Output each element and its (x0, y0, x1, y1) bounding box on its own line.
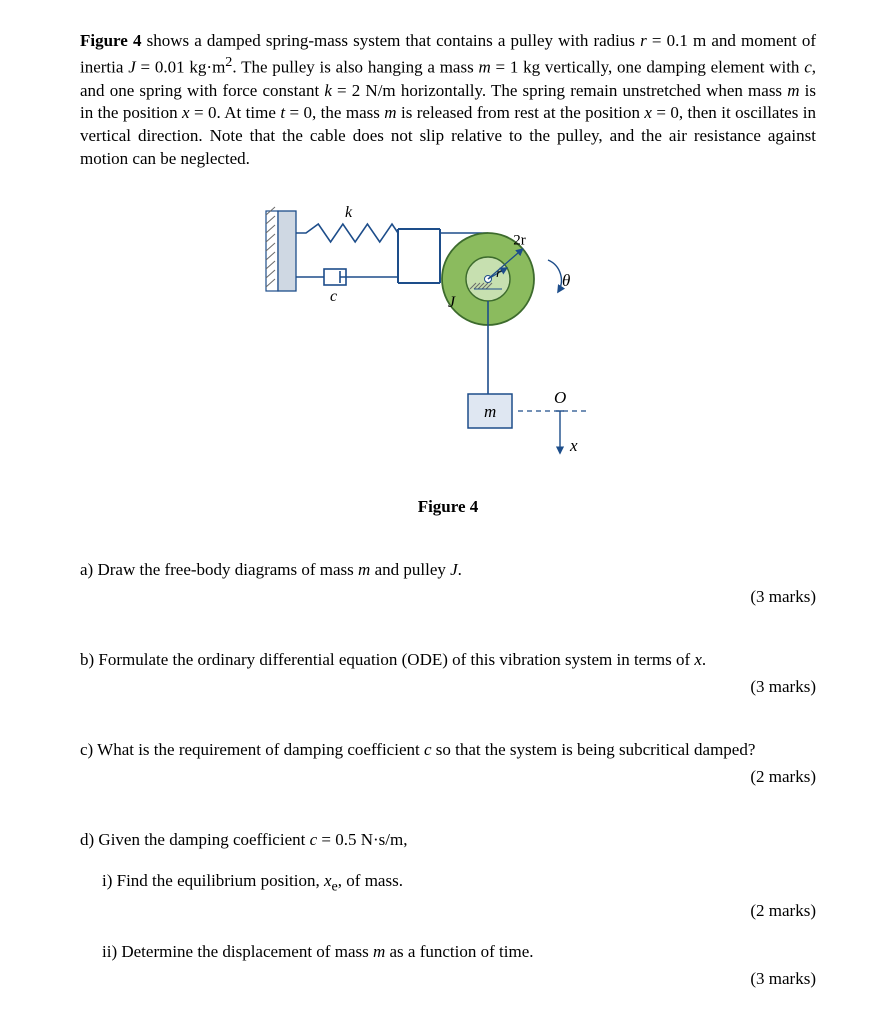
question-b-text: b) Formulate the ordinary differential e… (80, 649, 816, 672)
figure-caption: Figure 4 (80, 496, 816, 519)
svg-text:2r: 2r (513, 233, 526, 249)
question-b: b) Formulate the ordinary differential e… (80, 649, 816, 699)
question-d-i-text: i) Find the equilibrium position, xe, of… (102, 870, 816, 897)
question-d-ii-text: ii) Determine the displacement of mass m… (102, 941, 816, 964)
svg-text:θ: θ (562, 271, 570, 290)
svg-text:O: O (554, 388, 566, 407)
question-d-text: d) Given the damping coefficient c = 0.5… (80, 829, 816, 852)
svg-text:J: J (448, 294, 456, 311)
question-c-marks: (2 marks) (80, 766, 816, 789)
svg-text:m: m (484, 402, 496, 421)
question-d-ii: ii) Determine the displacement of mass m… (102, 941, 816, 991)
question-a: a) Draw the free-body diagrams of mass m… (80, 559, 816, 609)
question-d-i-marks: (2 marks) (102, 900, 816, 923)
svg-text:k: k (345, 204, 353, 221)
intro-paragraph: Figure 4 shows a damped spring-mass syst… (80, 30, 816, 171)
svg-text:c: c (330, 288, 337, 305)
question-c-text: c) What is the requirement of damping co… (80, 739, 816, 762)
question-b-marks: (3 marks) (80, 676, 816, 699)
question-a-marks: (3 marks) (80, 586, 816, 609)
svg-text:x: x (569, 436, 578, 455)
figure-4: kcJr2rθmOx Figure 4 (80, 179, 816, 519)
figure-svg: kcJr2rθmOx (258, 179, 638, 479)
question-d: d) Given the damping coefficient c = 0.5… (80, 829, 816, 991)
question-c: c) What is the requirement of damping co… (80, 739, 816, 789)
question-d-ii-marks: (3 marks) (102, 968, 816, 991)
question-a-text: a) Draw the free-body diagrams of mass m… (80, 559, 816, 582)
question-d-i: i) Find the equilibrium position, xe, of… (102, 870, 816, 923)
